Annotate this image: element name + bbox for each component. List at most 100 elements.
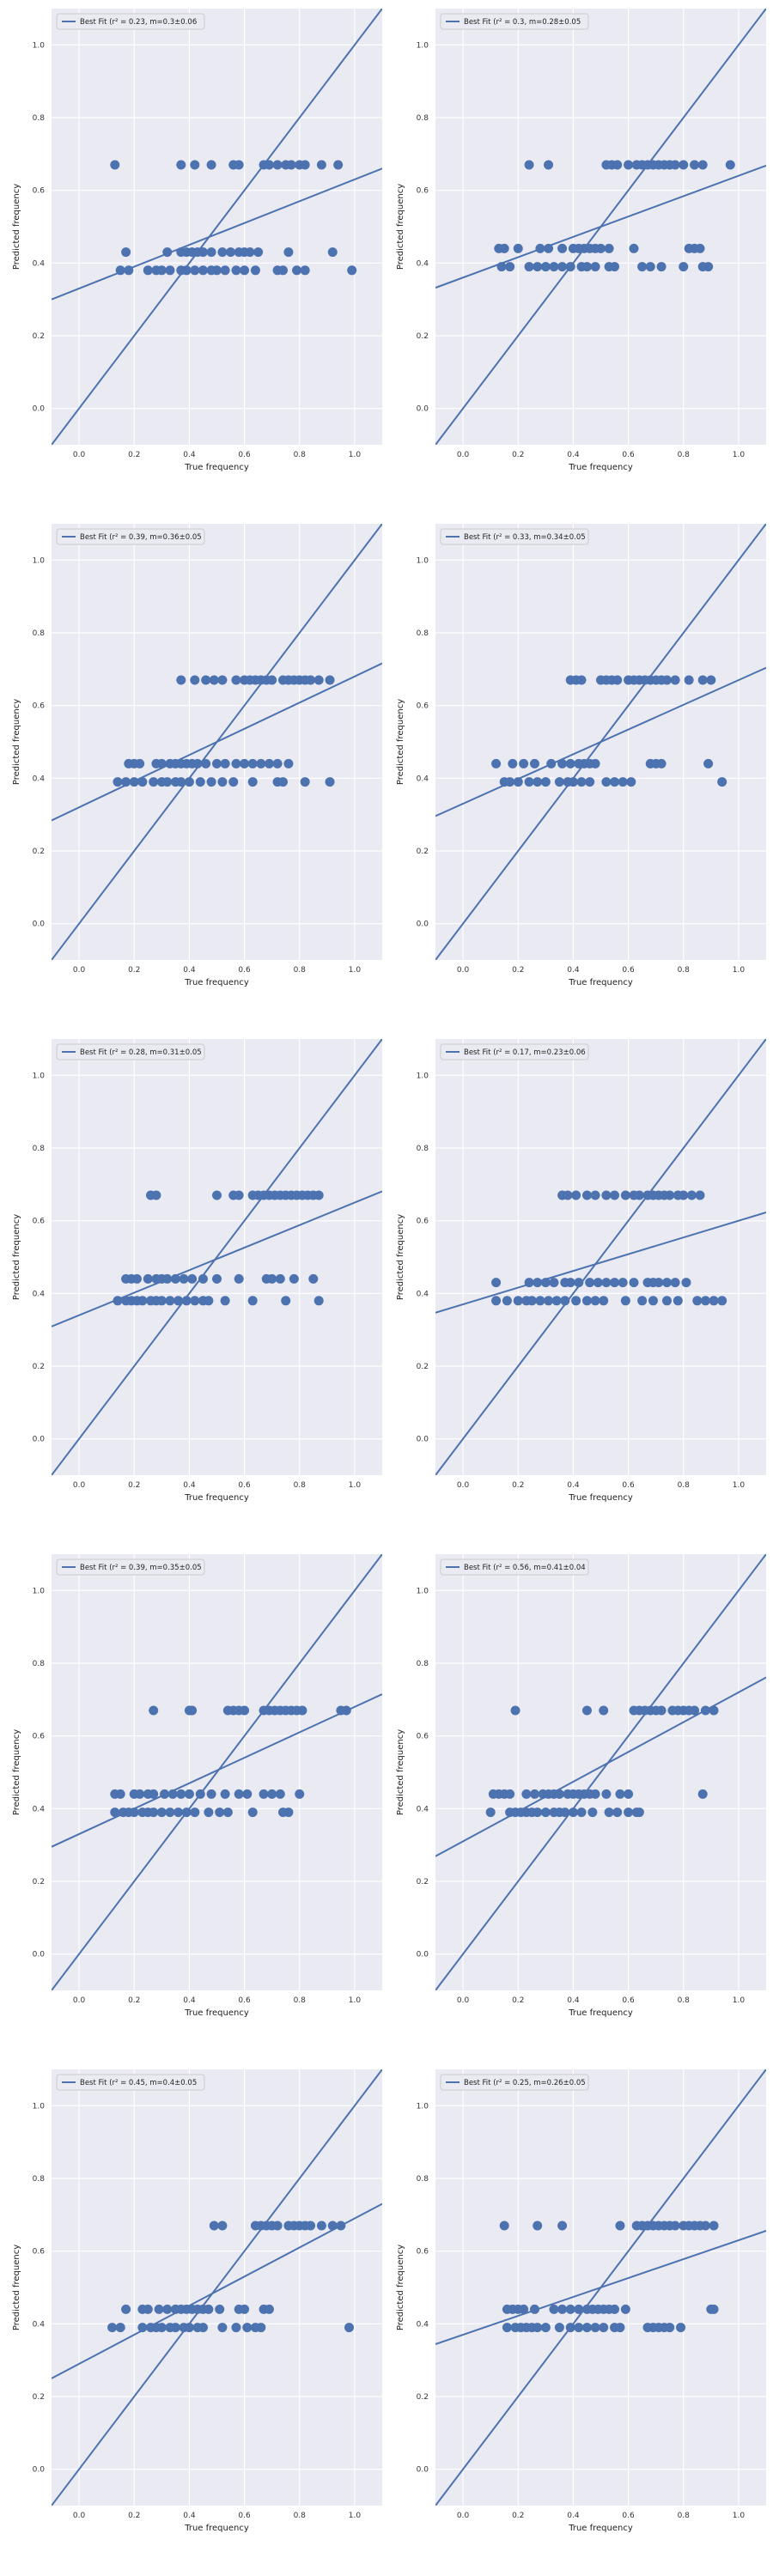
x-axis-label: True frequency <box>568 1493 633 1503</box>
data-point <box>540 262 551 272</box>
data-point <box>697 1789 708 1799</box>
data-point <box>565 262 575 272</box>
data-point <box>217 2221 228 2231</box>
x-tick-label: 0.8 <box>678 451 691 459</box>
data-point <box>247 758 258 769</box>
legend: Best Fit (r² = 0.3, m=0.28±0.05 <box>440 13 589 30</box>
data-point <box>581 1705 592 1716</box>
data-point <box>179 1273 189 1284</box>
y-tick-label: 0.6 <box>33 187 46 196</box>
data-point <box>540 1807 551 1818</box>
best-fit-line <box>52 662 382 822</box>
data-point <box>212 265 222 276</box>
data-point <box>264 160 274 170</box>
data-point <box>709 1296 719 1306</box>
data-point <box>557 758 568 769</box>
y-tick-label: 0.0 <box>33 405 46 414</box>
data-point <box>209 2221 219 2231</box>
y-tick-label: 0.4 <box>417 1290 429 1298</box>
x-tick-label: 0.6 <box>238 1996 251 2005</box>
data-point <box>612 1807 623 1818</box>
data-point <box>610 2304 620 2314</box>
data-point <box>574 1278 584 1288</box>
data-point <box>253 247 264 258</box>
data-point <box>156 1807 167 1818</box>
y-axis-label: Predicted frequency <box>12 1729 21 1815</box>
x-tick-label: 0.2 <box>512 966 524 975</box>
data-point <box>670 2221 680 2231</box>
data-point <box>327 2221 338 2231</box>
data-point <box>581 2323 592 2333</box>
data-point <box>259 1789 269 1799</box>
y-tick-label: 0.6 <box>417 187 429 196</box>
data-point <box>508 758 518 769</box>
data-point <box>565 1278 575 1288</box>
data-point <box>198 247 208 258</box>
data-point <box>590 1789 600 1799</box>
data-point <box>533 1278 543 1288</box>
data-point <box>190 675 200 685</box>
data-point <box>267 1789 277 1799</box>
x-axis-label: True frequency <box>184 463 249 472</box>
data-point <box>612 675 623 685</box>
x-axis-label: True frequency <box>184 2524 249 2533</box>
y-tick-label: 0.4 <box>417 259 429 268</box>
data-point <box>703 262 714 272</box>
legend-label: Best Fit (r² = 0.23, m=0.3±0.06 <box>80 18 197 27</box>
data-point <box>135 1789 145 1799</box>
data-point <box>234 160 244 170</box>
legend-box <box>440 528 589 545</box>
data-point <box>681 1278 691 1288</box>
x-tick-label: 1.0 <box>733 1996 746 2005</box>
data-point <box>184 1789 194 1799</box>
data-point <box>234 1789 244 1799</box>
x-tick-label: 1.0 <box>349 966 362 975</box>
data-point <box>554 1789 564 1799</box>
x-tick-label: 0.6 <box>622 1996 635 2005</box>
data-point <box>637 1296 648 1306</box>
data-point <box>590 262 600 272</box>
x-tick-label: 0.2 <box>512 2512 524 2520</box>
y-axis-label: Predicted frequency <box>12 699 21 785</box>
data-point <box>220 758 230 769</box>
data-point <box>256 2323 266 2333</box>
subplot-9: 0.0 0.2 0.4 0.6 0.8 1.0 0.0 0.2 0.4 0.6 0.8 1.0 True… <box>12 2069 382 2533</box>
y-tick-label: 1.0 <box>417 41 429 50</box>
data-point <box>220 1789 230 1799</box>
data-point <box>709 2221 719 2231</box>
data-point <box>656 758 666 769</box>
data-point <box>571 1296 581 1306</box>
data-point <box>316 2221 326 2231</box>
data-point <box>549 262 559 272</box>
best-fit-line <box>52 1190 382 1327</box>
data-point <box>113 777 123 787</box>
data-point <box>313 1296 324 1306</box>
data-point <box>275 1273 285 1284</box>
data-point <box>170 1273 180 1284</box>
data-point <box>267 675 277 685</box>
legend: Best Fit (r² = 0.39, m=0.35±0.05 <box>56 1558 205 1576</box>
data-point <box>599 1296 609 1306</box>
data-point <box>530 758 539 769</box>
data-point <box>160 1789 170 1799</box>
legend: Best Fit (r² = 0.45, m=0.4±0.05 <box>56 2074 205 2091</box>
y-tick-label: 0.6 <box>417 702 429 711</box>
data-point <box>574 2323 584 2333</box>
data-point <box>557 262 568 272</box>
identity-line <box>435 1039 766 1475</box>
data-point <box>546 758 557 769</box>
x-tick-label: 0.6 <box>622 451 635 459</box>
subplot-1: 0.0 0.2 0.4 0.6 0.8 1.0 0.0 0.2 0.4 0.6 0.8 1.0 True… <box>12 9 382 472</box>
identity-line <box>52 2069 382 2506</box>
y-tick-label: 0.6 <box>417 1218 429 1226</box>
data-point <box>596 243 606 253</box>
data-point <box>240 1705 250 1716</box>
x-tick-label: 0.0 <box>457 2512 470 2520</box>
data-point <box>662 1278 672 1288</box>
data-point <box>581 1296 592 1306</box>
y-tick-label: 0.0 <box>417 1951 429 1959</box>
data-point <box>212 1273 222 1284</box>
data-point <box>533 2323 543 2333</box>
legend-label: Best Fit (r² = 0.45, m=0.4±0.05 <box>80 2079 197 2087</box>
data-point <box>620 2304 630 2314</box>
